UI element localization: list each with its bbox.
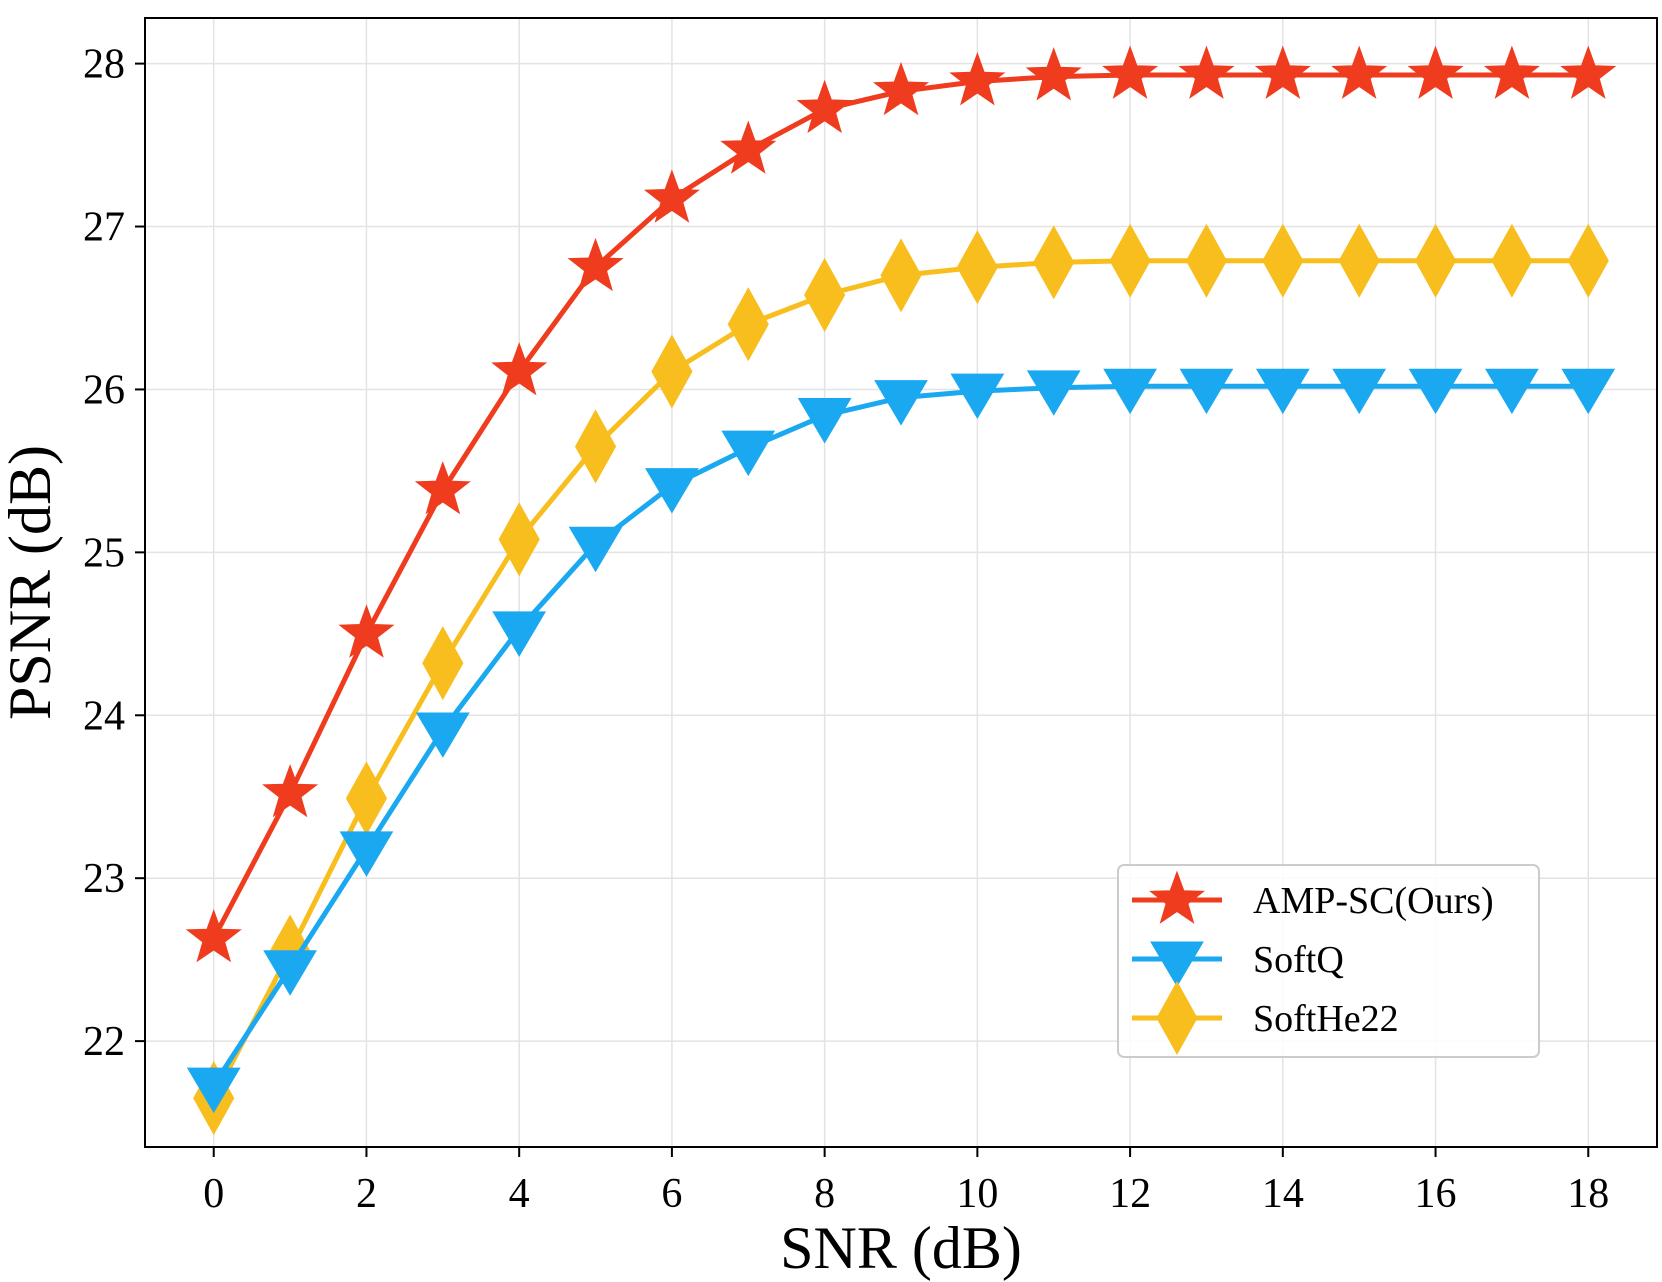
data-point <box>949 52 1006 106</box>
data-point <box>956 230 998 305</box>
data-point <box>568 526 623 573</box>
data-point <box>567 237 624 292</box>
data-point <box>422 626 464 701</box>
data-point <box>1331 45 1388 99</box>
legend-marker <box>1156 980 1198 1056</box>
series-line <box>211 72 1589 940</box>
data-point <box>950 373 1005 420</box>
data-point <box>338 604 395 658</box>
data-point <box>1407 45 1464 99</box>
legend-entry-amp-sc: AMP-SC(Ours) <box>1132 870 1494 924</box>
data-point <box>415 712 470 758</box>
data-point <box>1255 368 1310 415</box>
x-tick-label: 10 <box>956 1171 998 1217</box>
data-point <box>727 287 769 362</box>
y-tick-label: 25 <box>83 530 125 576</box>
data-point <box>651 334 693 409</box>
data-point <box>186 1067 241 1114</box>
data-point <box>1491 223 1533 298</box>
x-axis-label: SNR (dB) <box>780 1215 1022 1281</box>
data-point <box>263 950 317 996</box>
data-point <box>796 79 853 134</box>
data-point <box>1109 223 1151 298</box>
data-point <box>1025 47 1082 101</box>
plot-frame <box>144 17 1658 1148</box>
x-tick-label: 8 <box>814 1171 835 1217</box>
data-point <box>721 430 776 477</box>
series-layer <box>185 45 1617 1136</box>
series-softq <box>186 368 1616 1114</box>
data-point <box>185 909 242 963</box>
legend-label: SoftHe22 <box>1253 998 1399 1040</box>
data-point <box>1414 223 1457 298</box>
x-tick-label: 12 <box>1109 1171 1151 1217</box>
y-tick-label: 22 <box>83 1019 125 1065</box>
legend-marker <box>1150 941 1204 987</box>
y-tick-label: 26 <box>83 367 125 413</box>
y-tick-label: 27 <box>83 205 125 251</box>
x-tick-label: 14 <box>1262 1171 1304 1217</box>
data-point <box>1262 223 1304 298</box>
data-point <box>1026 370 1081 416</box>
data-point <box>1102 45 1159 99</box>
legend: AMP-SC(Ours) SoftQ SoftHe22 <box>1117 864 1540 1058</box>
data-point <box>1338 223 1380 298</box>
series-amp-sc-ours <box>185 45 1617 963</box>
x-tick-label: 18 <box>1567 1171 1609 1217</box>
data-point <box>874 380 928 426</box>
data-point <box>262 764 319 818</box>
data-point <box>1103 368 1157 415</box>
y-axis-ticks: 22 23 24 25 26 27 28 <box>83 42 145 1065</box>
x-axis-ticks: 0 2 4 6 8 10 12 14 16 18 <box>203 1147 1609 1217</box>
legend-box <box>1117 864 1540 1058</box>
data-point <box>720 120 777 174</box>
legend-entry-softq: SoftQ <box>1132 939 1344 987</box>
x-tick-label: 16 <box>1415 1171 1457 1217</box>
legend-entry-softhe22: SoftHe22 <box>1132 980 1399 1056</box>
data-point <box>491 342 548 396</box>
data-point <box>1561 368 1616 415</box>
x-tick-label: 2 <box>356 1171 377 1217</box>
data-point <box>1485 368 1539 415</box>
data-point <box>797 398 852 444</box>
data-point <box>414 461 471 515</box>
data-point <box>880 238 922 313</box>
legend-label: SoftQ <box>1253 939 1344 981</box>
y-tick-label: 23 <box>83 856 125 902</box>
x-tick-label: 4 <box>509 1171 530 1217</box>
y-tick-label: 28 <box>83 42 125 88</box>
data-point <box>498 502 540 577</box>
data-point <box>1560 45 1617 99</box>
data-point <box>873 61 929 116</box>
legend-marker <box>1149 870 1205 924</box>
x-tick-label: 6 <box>661 1171 682 1217</box>
data-point <box>1408 368 1463 415</box>
data-point <box>1185 223 1228 298</box>
y-axis-label: PSNR (dB) <box>0 445 63 720</box>
data-point <box>1567 223 1609 298</box>
data-point <box>1033 225 1075 300</box>
data-point <box>1179 368 1234 415</box>
legend-label: AMP-SC(Ours) <box>1253 880 1494 922</box>
data-point <box>1254 45 1311 99</box>
data-point <box>804 257 846 332</box>
data-point <box>645 468 699 514</box>
data-point <box>643 169 700 223</box>
data-point <box>1332 368 1387 415</box>
data-point <box>574 409 617 484</box>
x-tick-label: 0 <box>203 1171 224 1217</box>
data-point <box>1178 45 1235 99</box>
data-point <box>339 831 394 877</box>
data-point <box>1483 45 1540 99</box>
y-tick-label: 24 <box>83 693 125 739</box>
data-point <box>492 611 547 657</box>
